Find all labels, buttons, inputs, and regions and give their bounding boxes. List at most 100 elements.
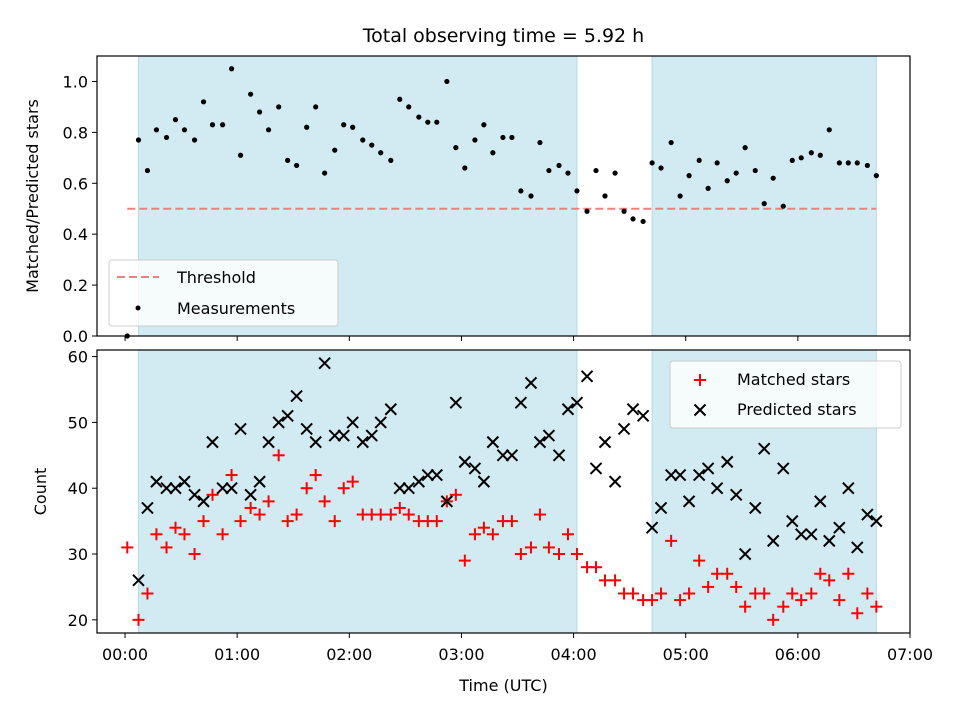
measurement-point: [191, 137, 198, 143]
predicted-star-point: [598, 435, 612, 449]
predicted-star-point: [272, 416, 285, 429]
matched-star-point: [188, 548, 201, 561]
matched-star-point: [514, 548, 527, 561]
predicted-star-point: [197, 495, 210, 508]
predicted-star-point: [440, 495, 454, 508]
measurement-point: [219, 122, 226, 128]
matched-star-point: [281, 515, 294, 528]
measurement-point: [144, 167, 151, 174]
matched-star-point: [225, 469, 238, 482]
measurement-point: [462, 165, 468, 171]
predicted-star-point: [805, 528, 818, 541]
legend-matched-label: Matched stars: [737, 370, 850, 389]
measurement-point: [397, 96, 403, 102]
measurement-point: [237, 152, 244, 158]
count-y-axis-label: Count: [31, 468, 50, 516]
legend-threshold-label: Threshold: [176, 268, 256, 287]
x-axis-label: Time (UTC): [458, 676, 547, 695]
measurement-point: [546, 167, 552, 174]
measurement-point: [406, 104, 412, 110]
measurement-point: [285, 157, 291, 163]
matched-star-point: [553, 548, 566, 561]
matched-star-point: [262, 495, 275, 508]
predicted-star-point: [749, 501, 762, 515]
matched-star-point: [823, 574, 836, 587]
matched-star-point: [598, 574, 611, 587]
predicted-star-point: [300, 422, 313, 436]
measurement-point: [332, 147, 338, 153]
matched-star-point: [216, 528, 229, 541]
measurement-point: [228, 66, 235, 72]
predicted-star-point: [244, 488, 257, 501]
matched-star-point: [814, 567, 827, 580]
predicted-star-point: [234, 422, 247, 436]
matched-star-point: [870, 600, 883, 613]
matched-star-point: [590, 561, 603, 574]
measurement-point: [612, 170, 618, 176]
predicted-star-point: [729, 488, 743, 501]
matched-star-point: [795, 594, 808, 607]
measurement-point: [304, 124, 310, 130]
predicted-star-point: [160, 482, 173, 495]
predicted-star-point: [851, 541, 864, 554]
matched-star-point: [486, 528, 499, 541]
matched-star-point: [524, 541, 537, 554]
predicted-star-point: [692, 468, 706, 482]
matched-star-point: [244, 501, 257, 514]
matched-star-point: [542, 541, 555, 554]
predicted-star-point: [309, 435, 322, 449]
predicted-star-point: [262, 435, 275, 449]
ratio-shaded-interval: [651, 55, 877, 337]
predicted-star-point: [178, 475, 191, 488]
measurement-point: [705, 185, 711, 191]
measurement-point: [537, 139, 543, 146]
predicted-star-point: [795, 528, 808, 541]
predicted-star-point: [870, 514, 883, 528]
predicted-star-point: [449, 396, 463, 409]
ratio-legend: Threshold Measurements: [108, 259, 339, 327]
measurement-point: [257, 109, 263, 115]
matched-star-point: [272, 449, 285, 462]
predicted-star-point: [486, 435, 500, 449]
predicted-star-point: [281, 409, 294, 423]
measurement-point: [163, 134, 170, 141]
matched-star-point: [150, 528, 163, 541]
predicted-star-point: [365, 429, 378, 442]
predicted-star-point: [421, 468, 435, 482]
measurement-point: [780, 203, 786, 209]
predicted-star-point: [328, 429, 341, 442]
matched-star-point: [702, 580, 715, 593]
x-tick-label: 03:00: [438, 645, 484, 664]
matched-star-point: [833, 594, 846, 607]
measurement-point: [789, 157, 795, 163]
predicted-star-point: [861, 508, 874, 521]
matched-star-point: [777, 600, 790, 613]
predicted-star-point: [608, 475, 622, 488]
measurement-point: [518, 188, 524, 194]
count-legend: Matched stars Predicted stars: [669, 360, 902, 429]
ratio-legend-box: [108, 259, 339, 327]
matched-star-point: [655, 587, 668, 600]
predicted-star-point: [524, 376, 538, 390]
predicted-star-point: [636, 409, 650, 423]
measurement-point: [360, 137, 366, 143]
predicted-star-point: [738, 547, 752, 561]
measurement-point: [584, 208, 590, 214]
predicted-star-point: [505, 449, 519, 462]
matched-star-point: [570, 548, 583, 561]
matched-star-point: [253, 508, 266, 521]
count-panel: 20 30 40 50 60 00:00 01:00 02:00 03:00 04:00 05:00…: [31, 348, 933, 695]
measurement-point: [322, 170, 328, 176]
measurement-point: [696, 157, 702, 163]
predicted-star-point: [766, 534, 780, 548]
matched-star-point: [561, 528, 574, 541]
measurement-point: [574, 188, 580, 194]
measurement-point: [528, 193, 534, 199]
predicted-star-point: [626, 403, 640, 416]
predicted-star-point: [384, 403, 398, 416]
predicted-star-point: [477, 475, 491, 488]
measurement-point: [556, 162, 562, 169]
measurement-point: [817, 152, 823, 158]
legend-predicted-swatch: [693, 403, 707, 417]
predicted-star-point: [561, 403, 575, 416]
